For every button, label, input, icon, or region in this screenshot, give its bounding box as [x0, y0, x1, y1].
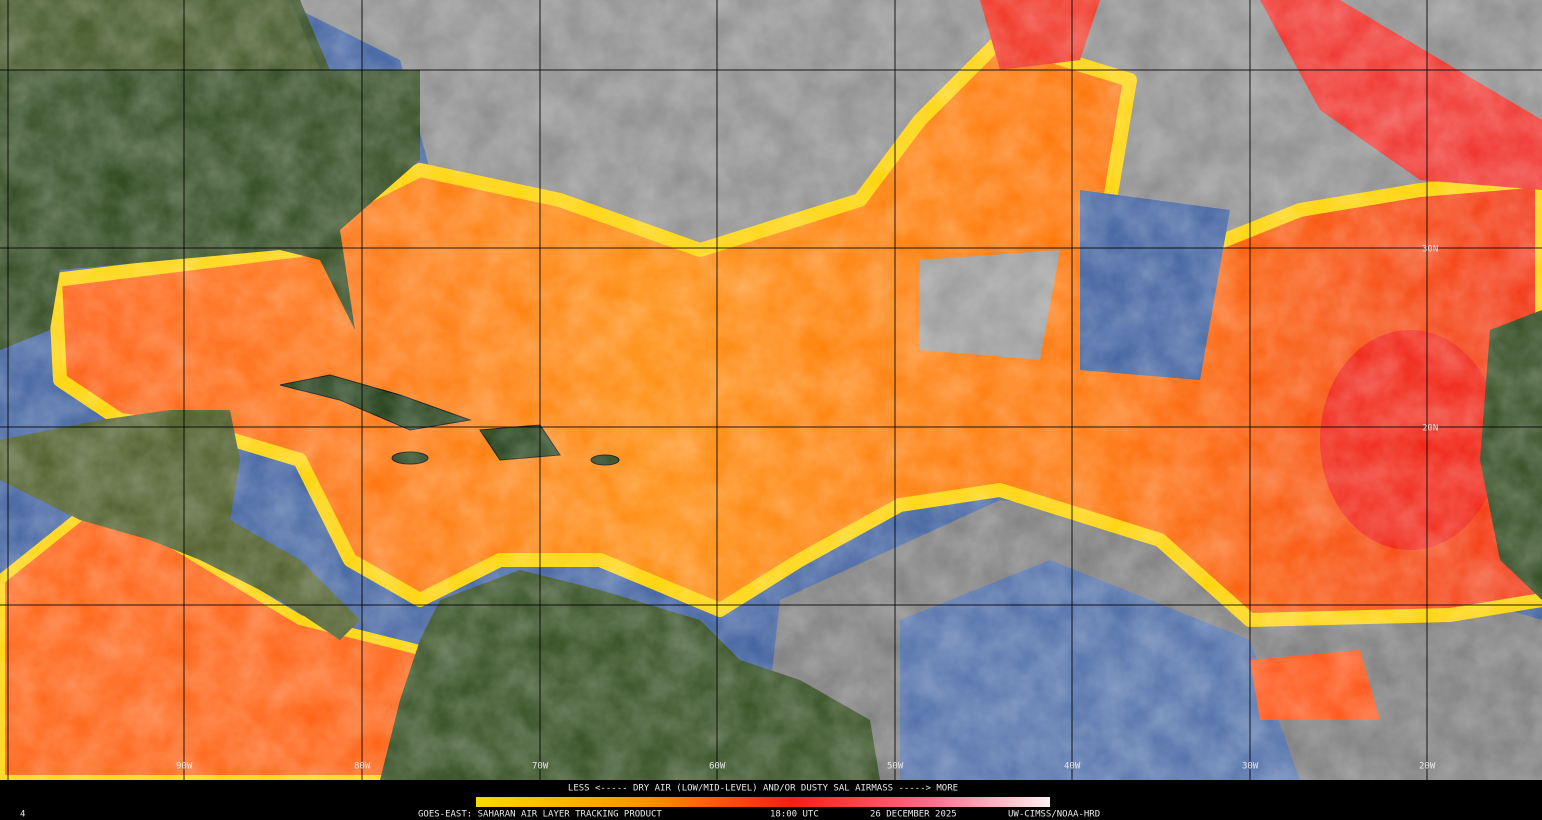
graticule: [0, 0, 1542, 780]
lon-label: 50W: [887, 762, 904, 772]
lon-label: 30W: [1242, 762, 1259, 772]
date: 26 DECEMBER 2025: [870, 810, 957, 820]
legend-text: LESS <----- DRY AIR (LOW/MID-LEVEL) AND/…: [568, 784, 958, 794]
credit: UW-CIMSS/NOAA-HRD: [1008, 810, 1100, 820]
color-bar: [476, 797, 1050, 807]
frame-number: 4: [20, 810, 25, 820]
lat-label: 20N: [1422, 424, 1438, 434]
imagery: [0, 0, 1542, 785]
lon-label: 90W: [176, 762, 193, 772]
time: 18:00 UTC: [770, 810, 819, 820]
lon-label: 40W: [1064, 762, 1081, 772]
lon-label: 80W: [354, 762, 371, 772]
lon-label: 60W: [709, 762, 726, 772]
lon-label: 20W: [1419, 762, 1436, 772]
product-name: GOES-EAST: SAHARAN AIR LAYER TRACKING PR…: [418, 810, 662, 820]
lat-label: 30N: [1422, 245, 1438, 255]
lon-label: 70W: [532, 762, 549, 772]
